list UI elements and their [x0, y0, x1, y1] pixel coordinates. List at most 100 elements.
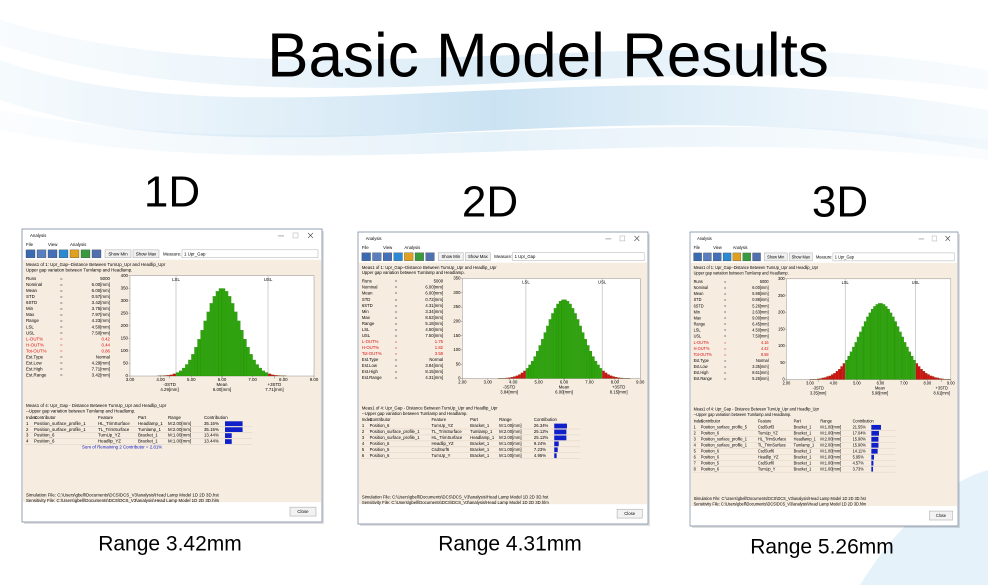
toolbar-button[interactable] [438, 252, 464, 261]
table-cell: 3 [694, 436, 697, 441]
stat-separator: = [60, 355, 63, 360]
measure-dropdown[interactable] [832, 252, 955, 262]
toolbar-icon[interactable] [732, 252, 742, 262]
menu-item[interactable]: Analysis [404, 245, 420, 250]
stat-separator: = [724, 279, 727, 284]
toolbar-button[interactable] [465, 252, 491, 261]
menu-item[interactable]: File [26, 242, 34, 247]
stat-separator: = [60, 342, 63, 347]
table-cell: 21.55% [853, 424, 867, 429]
toolbar-button[interactable] [788, 252, 813, 262]
stat-value: 4.42 [761, 346, 769, 351]
menu-item[interactable]: Analysis [70, 242, 87, 247]
stat-separator: = [395, 357, 398, 362]
limit-label: LSL [522, 280, 530, 285]
histogram-bar [237, 320, 241, 377]
toolbar-icon[interactable] [693, 252, 702, 262]
stat-separator: = [724, 376, 727, 381]
histogram-bar [863, 321, 867, 380]
menu-item[interactable]: File [694, 245, 701, 250]
stat-label: Max [26, 312, 35, 317]
stat-label: Max [362, 315, 371, 320]
window-title: Analysis [30, 233, 47, 238]
marker-value: 5.98[mm] [872, 390, 888, 395]
close-icon [945, 235, 951, 242]
stat-value: 7.50[mm] [752, 333, 768, 338]
close-button[interactable] [616, 508, 643, 519]
stat-value: 2.63[mm] [752, 309, 768, 314]
histogram-bar [594, 361, 598, 379]
menu-item[interactable]: File [362, 245, 369, 250]
measure-value: 1 Upr_Gap [184, 251, 206, 256]
stat-separator: = [395, 315, 398, 320]
menu-item[interactable]: View [383, 245, 393, 250]
toolbar-icon[interactable] [36, 249, 47, 258]
close-button-label: Close [936, 513, 947, 518]
stat-separator: = [395, 291, 398, 296]
measure-dropdown[interactable] [512, 252, 645, 261]
toolbar-icon[interactable] [742, 252, 751, 262]
toolbar-icon[interactable] [414, 252, 424, 261]
table-cell: 4.95% [534, 453, 546, 458]
toolbar-icon[interactable] [393, 252, 403, 261]
toolbar-icon[interactable] [372, 252, 382, 261]
toolbar-icon[interactable] [722, 252, 732, 262]
stat-label: USL [694, 333, 702, 338]
stat-value: 0.72[mm] [425, 297, 443, 302]
stat-separator: = [724, 321, 727, 326]
x-tick-label: 7.00 [585, 380, 594, 385]
toolbar-icon[interactable] [91, 249, 102, 258]
stat-value: Normal [96, 355, 110, 360]
close-icon [634, 235, 640, 242]
close-button[interactable] [929, 510, 953, 521]
limit-label: LSL [172, 277, 180, 282]
toolbar-icon[interactable] [425, 252, 435, 261]
table-cell: M:1.00[mm] [820, 454, 841, 459]
histogram-bar [569, 303, 572, 379]
table-cell: M:1.00[mm] [820, 424, 841, 429]
histogram-bar [896, 326, 900, 380]
toolbar-icon[interactable] [404, 252, 414, 261]
toolbar-icon[interactable] [25, 249, 36, 258]
menu-item[interactable]: Analysis [733, 245, 748, 250]
x-tick-label: 6.00 [560, 380, 569, 385]
toolbar-icon[interactable] [47, 249, 58, 258]
toolbar-icon[interactable] [58, 249, 69, 258]
histogram-bar [274, 375, 278, 377]
stat-value: 0.57[mm] [92, 294, 110, 299]
toolbar-icon[interactable] [69, 249, 80, 258]
contributors-header: Meas1 of 4: Upr_Gap - Distance Between T… [694, 406, 820, 411]
table-cell: 5 [694, 448, 697, 453]
toolbar-icon[interactable] [752, 252, 761, 262]
stat-label: Max [694, 315, 702, 320]
column-header: Contribution [534, 417, 557, 422]
close-button[interactable] [289, 506, 317, 517]
stat-separator: = [724, 297, 727, 302]
toolbar-button[interactable] [104, 249, 132, 259]
stat-separator: = [60, 349, 63, 354]
stat-label: L-OUT% [694, 340, 710, 345]
measure-dropdown[interactable] [181, 249, 319, 259]
contribution-bar [871, 442, 879, 448]
histogram-bar [903, 342, 907, 380]
table-cell: M:1.00[mm] [499, 453, 521, 458]
toolbar-icon[interactable] [713, 252, 722, 262]
toolbar-icon[interactable] [361, 252, 371, 261]
toolbar-icon[interactable] [703, 252, 712, 262]
stat-separator: = [724, 327, 727, 332]
menu-item[interactable]: View [48, 242, 58, 247]
table-cell: M:1.00[mm] [820, 430, 841, 435]
toolbar-button[interactable] [763, 252, 788, 262]
x-tick-label: 5.00 [187, 377, 196, 382]
column-header: Range [168, 415, 182, 420]
y-tick-label: 200 [121, 323, 129, 328]
stat-label: Mean [26, 288, 38, 293]
toolbar-button[interactable] [132, 249, 160, 259]
stat-label: Tot-OUT% [694, 352, 713, 357]
stat-label: H-OUT% [362, 345, 379, 350]
marker-value: 6.00[mm] [555, 389, 573, 394]
table-cell: TumUp_Y [758, 466, 776, 471]
toolbar-icon[interactable] [80, 249, 91, 258]
menu-item[interactable]: View [713, 245, 722, 250]
toolbar-icon[interactable] [382, 252, 392, 261]
